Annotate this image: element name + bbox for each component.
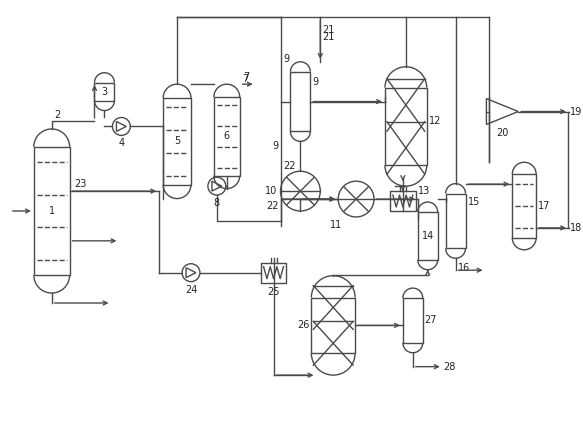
Bar (214, 97, 240, 176)
Text: 1: 1 (48, 206, 55, 216)
Bar (418, 212, 438, 260)
Text: 6: 6 (224, 131, 230, 141)
Text: 28: 28 (444, 362, 456, 372)
Text: 26: 26 (297, 320, 310, 330)
Text: 19: 19 (570, 107, 582, 117)
Text: 16: 16 (458, 263, 470, 273)
Text: 25: 25 (267, 287, 280, 296)
Text: 17: 17 (538, 201, 550, 211)
Text: 5: 5 (174, 136, 180, 147)
Text: 20: 20 (496, 128, 508, 139)
Bar (163, 98, 191, 185)
Text: 14: 14 (422, 231, 434, 241)
Text: 4: 4 (118, 139, 124, 148)
Text: 8: 8 (214, 198, 220, 208)
Text: 13: 13 (418, 186, 430, 196)
Text: 11: 11 (330, 220, 342, 230)
Text: 22: 22 (266, 201, 279, 211)
Text: 10: 10 (265, 186, 278, 196)
Text: 12: 12 (429, 117, 441, 126)
Text: 21: 21 (322, 32, 335, 42)
Bar (512, 174, 536, 238)
Text: 9: 9 (272, 141, 279, 151)
Text: 24: 24 (185, 285, 197, 295)
Text: 7: 7 (243, 72, 249, 82)
Bar (385, 88, 427, 165)
Text: 23: 23 (75, 179, 87, 189)
Bar (403, 298, 423, 343)
Bar (311, 298, 355, 353)
Text: 22: 22 (283, 161, 296, 171)
Text: 15: 15 (468, 197, 480, 207)
Text: 9: 9 (283, 54, 290, 64)
Text: 3: 3 (101, 87, 107, 97)
Text: 9: 9 (312, 77, 318, 87)
Bar (94, 83, 114, 101)
Text: 27: 27 (425, 315, 437, 325)
Text: 18: 18 (570, 223, 582, 233)
Bar (34, 147, 69, 275)
Text: 21: 21 (322, 25, 335, 35)
Bar (290, 72, 310, 131)
Bar (390, 191, 416, 211)
Bar (261, 263, 286, 282)
Text: 2: 2 (55, 110, 61, 120)
Bar (445, 194, 465, 248)
Text: 7: 7 (242, 74, 248, 84)
